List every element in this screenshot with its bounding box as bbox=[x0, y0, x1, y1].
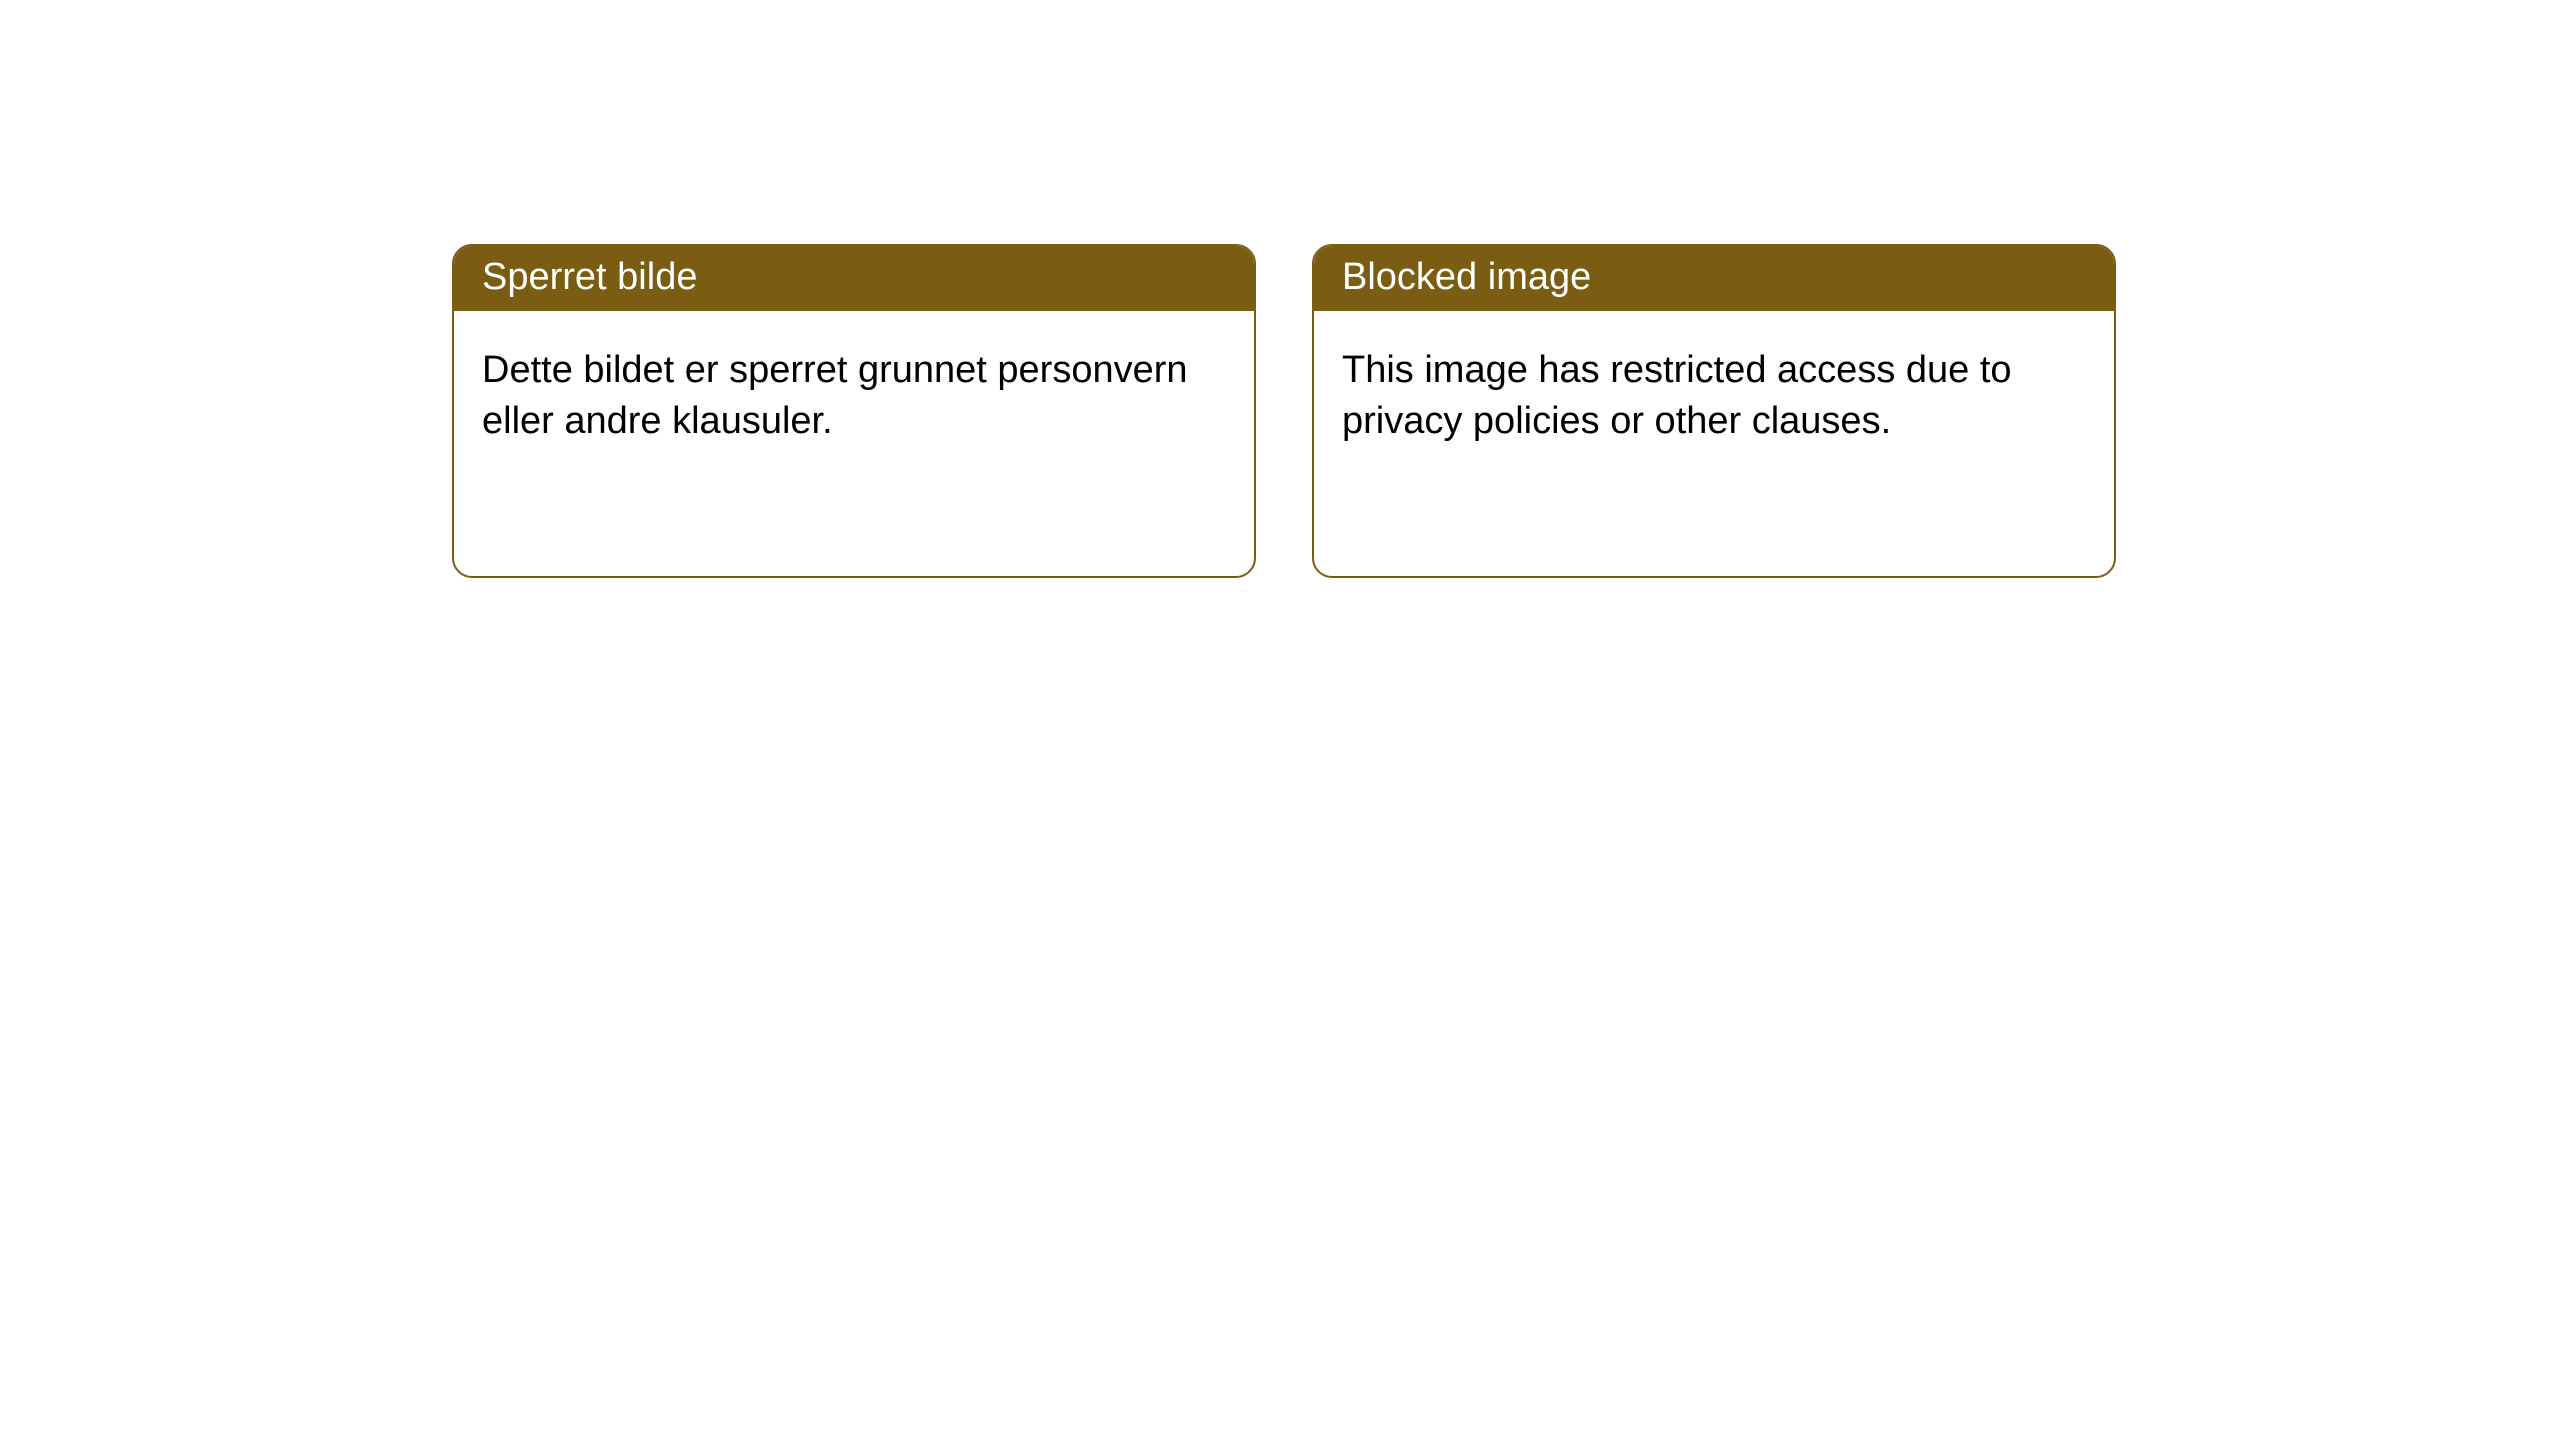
notice-cards-container: Sperret bilde Dette bildet er sperret gr… bbox=[0, 0, 2560, 578]
notice-card-body: Dette bildet er sperret grunnet personve… bbox=[454, 311, 1254, 482]
notice-card-norwegian: Sperret bilde Dette bildet er sperret gr… bbox=[452, 244, 1256, 578]
notice-card-title: Sperret bilde bbox=[454, 246, 1254, 311]
notice-card-english: Blocked image This image has restricted … bbox=[1312, 244, 2116, 578]
notice-card-title: Blocked image bbox=[1314, 246, 2114, 311]
notice-card-body: This image has restricted access due to … bbox=[1314, 311, 2114, 482]
